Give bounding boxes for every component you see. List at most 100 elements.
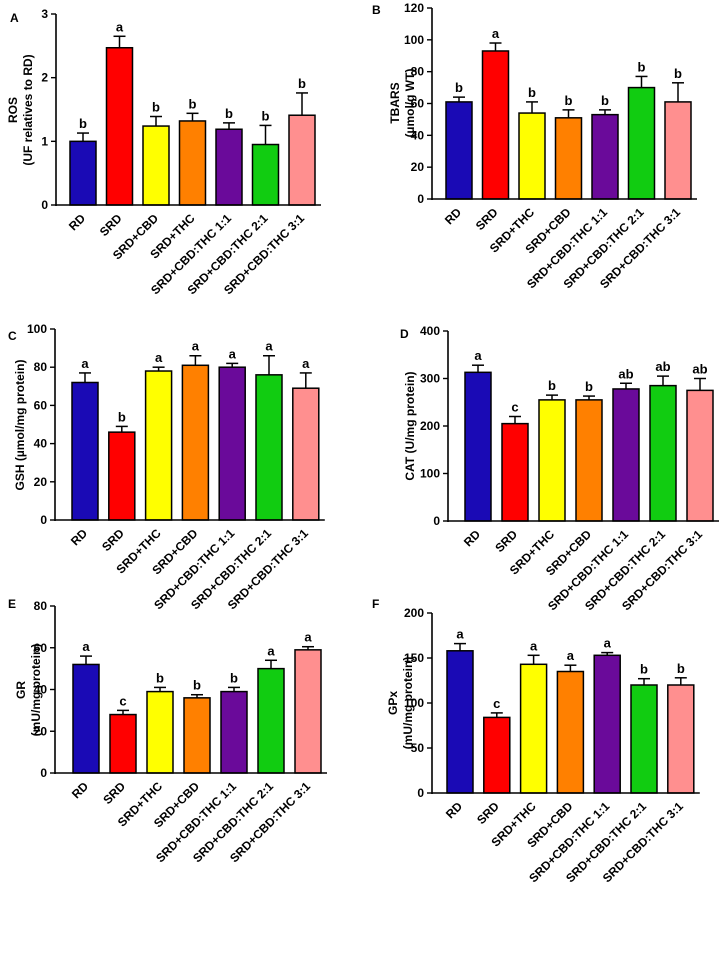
bar-srd-thc bbox=[538, 399, 566, 522]
significance-letter: a bbox=[456, 627, 464, 642]
significance-letter: ab bbox=[692, 362, 707, 377]
y-tick-label: 100 bbox=[404, 696, 424, 710]
y-tick-label: 0 bbox=[433, 514, 440, 528]
bar-srd-cbd-thc-1-1 bbox=[220, 690, 248, 774]
y-tick-label: 0 bbox=[40, 513, 47, 527]
bar-srd-cbd bbox=[554, 117, 583, 200]
bar-srd-cbd-thc-2-1 bbox=[255, 374, 283, 521]
significance-letter: a bbox=[116, 19, 124, 34]
bar-srd-cbd-thc-2-1 bbox=[251, 143, 280, 206]
significance-letter: b bbox=[225, 106, 233, 121]
y-tick-label: 200 bbox=[404, 606, 424, 620]
category-label: RD bbox=[461, 527, 483, 549]
y-tick-label: 300 bbox=[420, 372, 440, 386]
significance-letter: b bbox=[585, 379, 593, 394]
y-tick-label: 120 bbox=[404, 1, 424, 15]
category-label: SRD bbox=[473, 205, 501, 233]
y-axis-label: (mU/mg protein) bbox=[401, 657, 415, 750]
bar-srd-cbd-thc-3-1 bbox=[294, 649, 322, 774]
significance-letter: b bbox=[640, 662, 648, 677]
significance-letter: a bbox=[192, 339, 200, 354]
y-tick-label: 60 bbox=[34, 398, 48, 412]
bar-srd bbox=[501, 422, 529, 522]
significance-letter: b bbox=[262, 108, 270, 123]
panel-letter: D bbox=[400, 327, 409, 341]
bar-srd-cbd-thc-3-1 bbox=[664, 101, 692, 200]
category-label: RD bbox=[68, 526, 90, 548]
y-tick-label: 100 bbox=[404, 33, 424, 47]
significance-letter: a bbox=[304, 630, 312, 645]
y-tick-label: 0 bbox=[417, 786, 424, 800]
bar-rd bbox=[69, 140, 97, 206]
y-tick-label: 100 bbox=[27, 322, 47, 336]
y-tick-label: 80 bbox=[34, 360, 48, 374]
y-tick-label: 400 bbox=[420, 324, 440, 338]
significance-letter: a bbox=[229, 346, 237, 361]
significance-letter: a bbox=[267, 643, 275, 658]
bar-srd-cbd-thc-2-1 bbox=[627, 86, 656, 200]
significance-letter: b bbox=[193, 678, 201, 693]
bar-rd bbox=[446, 650, 474, 794]
significance-letter: c bbox=[119, 693, 126, 708]
significance-letter: b bbox=[677, 661, 685, 676]
panel-letter: A bbox=[10, 11, 19, 25]
significance-letter: a bbox=[265, 339, 273, 354]
y-axis-label: (mU/mg protein) bbox=[29, 644, 43, 737]
y-tick-label: 2 bbox=[41, 71, 48, 85]
bar-rd bbox=[71, 381, 99, 521]
y-axis-label: (UF relatives to RD) bbox=[21, 54, 35, 165]
bar-srd bbox=[109, 713, 137, 774]
category-label: SRD bbox=[474, 799, 502, 827]
y-axis-label: GR bbox=[14, 681, 28, 699]
bar-srd-thc bbox=[178, 120, 207, 206]
bar-srd-cbd-thc-3-1 bbox=[686, 389, 714, 522]
bar-srd-cbd-thc-1-1 bbox=[215, 128, 243, 206]
y-tick-label: 60 bbox=[411, 97, 425, 111]
significance-letter: c bbox=[511, 400, 518, 415]
significance-letter: a bbox=[155, 350, 163, 365]
y-axis-label: (µmol/g WT) bbox=[403, 69, 417, 138]
significance-letter: a bbox=[81, 356, 89, 371]
y-tick-label: 40 bbox=[34, 683, 48, 697]
significance-letter: ab bbox=[655, 359, 670, 374]
significance-letter: a bbox=[302, 356, 310, 371]
significance-letter: b bbox=[638, 59, 646, 74]
y-tick-label: 60 bbox=[34, 641, 48, 655]
y-tick-label: 20 bbox=[34, 724, 48, 738]
y-tick-label: 3 bbox=[41, 7, 48, 21]
bar-srd bbox=[481, 50, 510, 200]
significance-letter: a bbox=[82, 639, 90, 654]
category-label: SRD bbox=[97, 211, 125, 239]
y-axis-label: TBARS bbox=[388, 82, 402, 123]
significance-letter: b bbox=[189, 96, 197, 111]
significance-letter: a bbox=[492, 26, 500, 41]
significance-letter: a bbox=[474, 348, 482, 363]
category-label: SRD bbox=[492, 527, 520, 555]
category-label: RD bbox=[443, 799, 465, 821]
y-tick-label: 100 bbox=[420, 467, 440, 481]
bar-srd-cbd-thc-3-1 bbox=[292, 387, 320, 521]
y-tick-label: 80 bbox=[411, 65, 425, 79]
bar-srd bbox=[483, 716, 511, 794]
bar-srd-cbd bbox=[181, 364, 210, 521]
y-tick-label: 1 bbox=[41, 134, 48, 148]
significance-letter: b bbox=[674, 66, 682, 81]
significance-letter: a bbox=[567, 648, 575, 663]
significance-letter: b bbox=[118, 409, 126, 424]
panel-letter: E bbox=[8, 597, 16, 611]
significance-letter: b bbox=[548, 378, 556, 393]
bar-srd-cbd-thc-2-1 bbox=[257, 667, 285, 774]
bar-srd bbox=[105, 46, 134, 206]
bar-srd-cbd-thc-1-1 bbox=[218, 366, 246, 521]
bar-srd-thc bbox=[146, 690, 174, 774]
category-label: RD bbox=[69, 779, 91, 801]
y-tick-label: 0 bbox=[41, 198, 48, 212]
bar-srd-cbd-thc-1-1 bbox=[612, 388, 640, 522]
y-axis-label: ROS bbox=[6, 97, 20, 123]
panel-letter: F bbox=[372, 597, 379, 611]
